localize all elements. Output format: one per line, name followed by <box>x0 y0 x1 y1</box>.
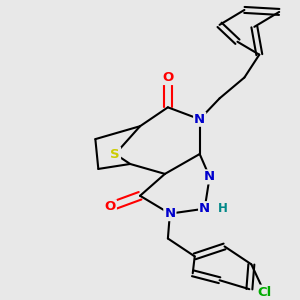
Text: H: H <box>218 202 227 215</box>
Text: N: N <box>199 202 210 215</box>
Text: N: N <box>194 113 205 126</box>
Text: Cl: Cl <box>257 286 272 299</box>
Text: N: N <box>204 170 215 183</box>
Text: S: S <box>110 148 120 160</box>
Text: O: O <box>105 200 116 213</box>
Text: O: O <box>162 71 173 84</box>
Text: N: N <box>164 207 175 220</box>
